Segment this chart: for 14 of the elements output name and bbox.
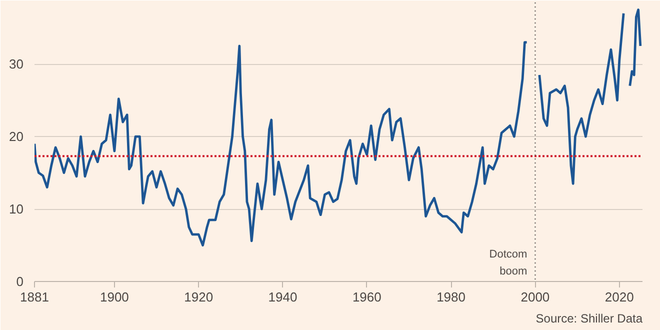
x-tick-label: 2020 <box>604 290 634 304</box>
y-tick-label: 30 <box>9 56 24 72</box>
y-tick-label: 20 <box>9 129 24 144</box>
x-tick-label: 1960 <box>352 290 382 304</box>
y-tick-label: 0 <box>16 274 24 289</box>
source-note: Source: Shiller Data <box>536 312 643 326</box>
x-tick-label: 1881 <box>20 290 49 304</box>
x-tick-label: 1940 <box>268 290 298 304</box>
x-tick-label: 1980 <box>436 290 466 304</box>
ref-line-label: Dotcom boom <box>489 248 528 278</box>
x-tick-label: 1900 <box>100 290 129 304</box>
y-tick-label: 10 <box>9 202 24 217</box>
x-tick-label: 1920 <box>184 290 214 304</box>
x-tick-label: 2000 <box>520 290 550 304</box>
